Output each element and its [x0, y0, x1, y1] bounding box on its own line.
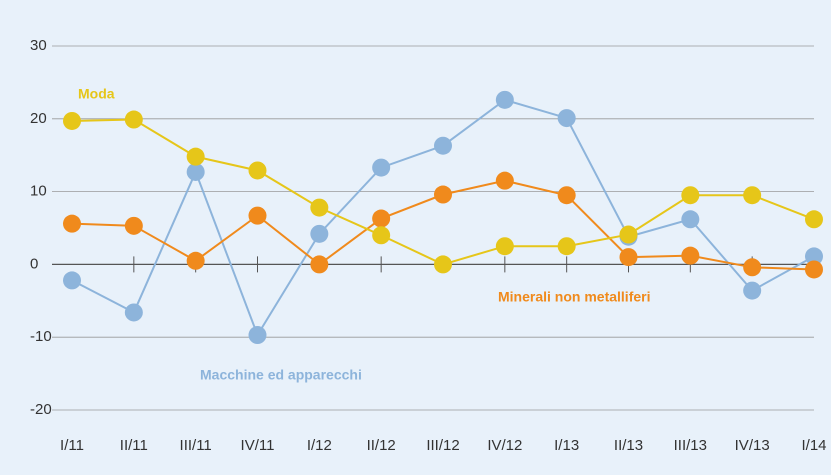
y-tick-label: 20: [30, 110, 47, 127]
data-point: [681, 210, 700, 229]
x-tick-label: IV/12: [487, 437, 522, 454]
data-point: [743, 281, 762, 300]
x-tick-label: II/11: [120, 437, 148, 454]
x-tick-label: III/12: [426, 437, 459, 454]
y-tick-label: 0: [30, 255, 38, 272]
data-point: [681, 246, 700, 265]
x-tick-label: III/13: [674, 437, 707, 454]
data-point: [619, 225, 638, 244]
data-point: [248, 161, 267, 180]
data-point: [63, 111, 81, 130]
x-tick-label: I/14: [801, 437, 826, 454]
data-point: [434, 136, 452, 155]
y-tick-label: -20: [30, 401, 52, 418]
data-point: [124, 303, 143, 322]
data-point: [619, 248, 638, 267]
data-point: [805, 260, 823, 279]
data-point: [186, 251, 205, 270]
series-label: Minerali non metalliferi: [498, 289, 650, 305]
data-point: [743, 258, 762, 277]
data-point: [186, 147, 205, 166]
data-point: [124, 110, 143, 129]
x-tick-label: IV/11: [241, 437, 275, 454]
data-point: [248, 326, 267, 345]
data-point: [310, 255, 329, 274]
data-point: [681, 186, 700, 205]
x-tick-label: III/11: [180, 437, 212, 454]
data-point: [557, 237, 576, 256]
data-point: [63, 271, 81, 290]
x-tick-label: IV/13: [735, 437, 770, 454]
series-label: Macchine ed apparecchi: [200, 367, 362, 383]
y-tick-label: -10: [30, 328, 52, 345]
data-point: [495, 171, 514, 190]
x-tick-label: II/12: [367, 437, 396, 454]
y-tick-label: 10: [30, 183, 47, 200]
data-point: [372, 158, 391, 177]
y-tick-label: 30: [30, 37, 47, 54]
x-tick-label: I/11: [60, 437, 84, 454]
data-point: [434, 185, 452, 204]
data-point: [310, 224, 329, 243]
data-point: [372, 226, 391, 245]
x-tick-label: II/13: [614, 437, 643, 454]
data-point: [495, 90, 514, 109]
data-point: [63, 214, 81, 233]
data-point: [434, 255, 452, 274]
data-point: [495, 237, 514, 256]
data-point: [805, 247, 823, 266]
data-point: [743, 186, 762, 205]
series-label: Moda: [78, 86, 115, 102]
data-point: [557, 109, 576, 128]
data-point: [805, 210, 823, 229]
data-point: [124, 216, 143, 235]
x-tick-label: I/12: [307, 437, 332, 454]
data-point: [248, 206, 267, 225]
data-point: [557, 186, 576, 205]
data-point: [310, 198, 329, 217]
data-point: [186, 162, 205, 181]
x-tick-label: I/13: [554, 437, 579, 454]
data-point: [372, 209, 391, 228]
